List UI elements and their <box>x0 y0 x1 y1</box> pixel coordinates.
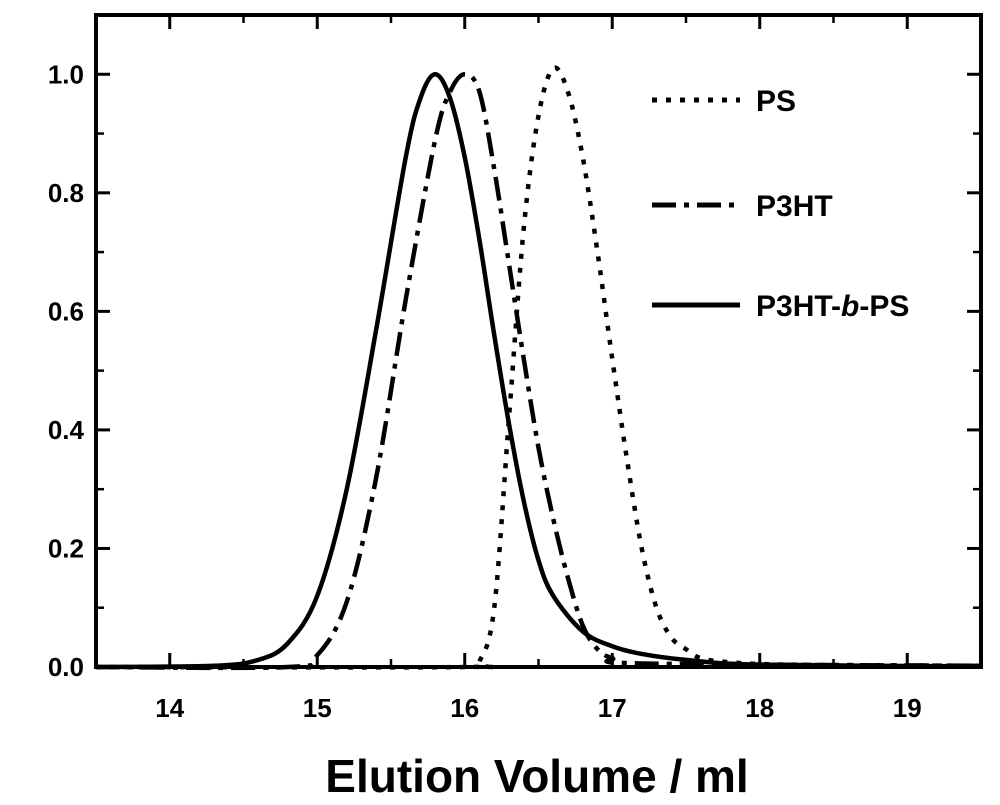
y-tick-label: 0.2 <box>48 533 84 563</box>
legend-label-p3ht-b-ps: P3HT-b-PS <box>756 290 909 323</box>
x-axis: 14 15 16 17 18 19 <box>94 15 983 723</box>
y-tick-label: 0.8 <box>48 178 84 208</box>
legend-item-p3ht-b-ps: P3HT-b-PS <box>652 290 909 323</box>
x-tick-label: 15 <box>303 693 332 723</box>
series-line-ps <box>95 65 982 670</box>
legend-label-p3ht: P3HT <box>756 190 833 223</box>
legend-label-ps: PS <box>756 85 796 118</box>
y-axis: 0.0 0.2 0.4 0.6 0.8 1.0 <box>48 59 981 682</box>
legend-item-ps: PS <box>652 85 796 118</box>
series-line-p3ht-b-ps <box>95 72 982 670</box>
series-line-p3ht <box>95 72 982 671</box>
x-tick-label: 18 <box>745 693 774 723</box>
x-tick-label: 16 <box>450 693 479 723</box>
x-tick-label: 17 <box>598 693 627 723</box>
x-tick-label: 14 <box>155 693 184 723</box>
y-tick-label: 0.0 <box>48 652 84 682</box>
y-tick-label: 0.4 <box>48 415 85 445</box>
legend-item-p3ht: P3HT <box>652 190 833 223</box>
legend: PS P3HT P3HT-b-PS <box>652 85 909 323</box>
plot-frame <box>94 13 983 669</box>
x-tick-label: 19 <box>893 693 922 723</box>
y-tick-label: 1.0 <box>48 59 84 89</box>
y-tick-label: 0.6 <box>48 296 84 326</box>
x-axis-title: Elution Volume / ml <box>325 750 748 802</box>
plot-area <box>95 65 982 671</box>
